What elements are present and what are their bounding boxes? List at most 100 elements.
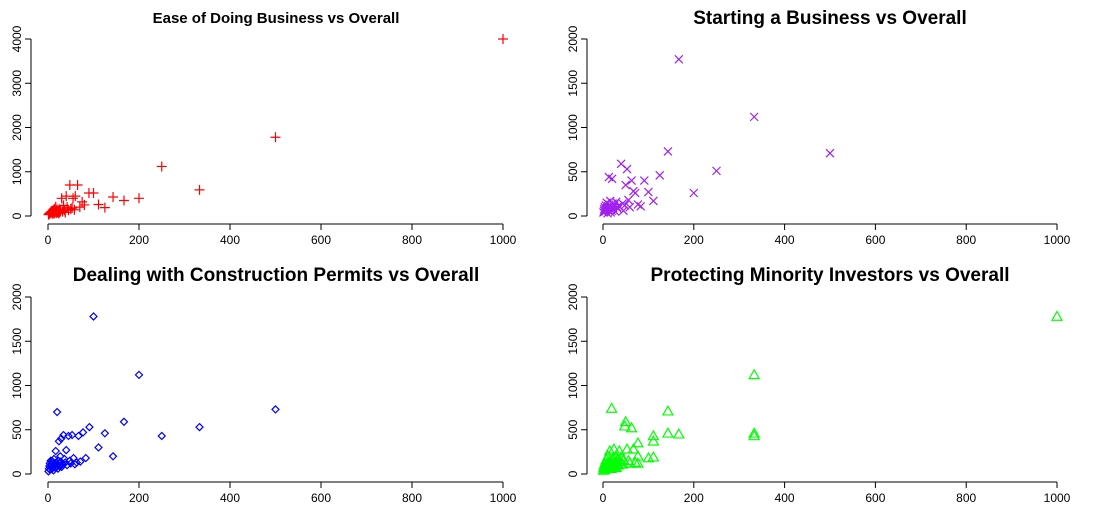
x-tick-label: 400 xyxy=(220,491,240,505)
data-point xyxy=(674,54,684,64)
data-point xyxy=(81,453,91,463)
data-point xyxy=(622,164,632,174)
data-point xyxy=(623,195,633,205)
data-point xyxy=(748,429,761,441)
x-tick-label: 400 xyxy=(775,491,795,505)
x-tick-label: 400 xyxy=(220,233,240,247)
data-point xyxy=(64,431,73,441)
x-tick-label: 0 xyxy=(45,491,52,505)
data-point xyxy=(625,421,638,433)
data-point xyxy=(134,370,144,380)
data-point xyxy=(647,429,660,441)
x-axis: 0 200 400 600 800 1000 xyxy=(600,223,1071,247)
data-point xyxy=(157,431,167,441)
x-tick-label: 800 xyxy=(956,233,976,247)
y-axis: 0 500 1000 1500 2000 xyxy=(566,25,588,219)
y-tick-label: 1500 xyxy=(566,328,580,355)
y-tick-label: 1500 xyxy=(10,328,24,355)
chart-title: Protecting Minority Investors vs Overall xyxy=(651,265,1010,286)
y-tick-label: 3000 xyxy=(10,70,24,97)
data-point xyxy=(70,459,80,469)
data-point xyxy=(621,443,634,454)
data-point xyxy=(61,191,72,202)
data-point xyxy=(53,464,63,474)
data-point xyxy=(99,202,110,213)
data-point xyxy=(621,180,631,190)
y-tick-label: 0 xyxy=(10,212,24,219)
y-tick-label: 1000 xyxy=(10,158,24,185)
y-axis: 0 500 1000 1500 2000 xyxy=(566,283,588,477)
x-tick-label: 600 xyxy=(311,491,331,505)
y-tick-label: 1000 xyxy=(10,372,24,399)
y-tick-label: 2000 xyxy=(566,283,580,310)
x-tick-label: 600 xyxy=(865,233,885,247)
data-point xyxy=(59,430,68,440)
y-axis: 0 500 1000 1500 2000 xyxy=(10,283,32,477)
x-tick-label: 1000 xyxy=(1044,491,1071,505)
x-tick-label: 200 xyxy=(684,233,704,247)
data-point xyxy=(712,166,721,176)
data-point xyxy=(57,206,68,217)
data-point xyxy=(60,454,69,464)
data-point xyxy=(631,450,644,461)
data-point xyxy=(89,312,98,321)
data-point xyxy=(56,193,67,204)
data-point xyxy=(749,112,759,122)
data-point xyxy=(79,199,90,210)
y-tick-label: 1500 xyxy=(566,70,580,97)
data-point xyxy=(607,443,620,454)
data-point xyxy=(194,184,205,195)
data-point xyxy=(689,188,699,198)
data-point xyxy=(270,132,281,143)
data-point xyxy=(74,431,83,441)
x-tick-label: 200 xyxy=(129,233,149,247)
data-point xyxy=(119,417,129,427)
data-points xyxy=(44,312,280,476)
data-point xyxy=(636,201,646,211)
data-point xyxy=(825,148,835,158)
x-tick-label: 1000 xyxy=(490,233,517,247)
x-tick-label: 600 xyxy=(311,233,331,247)
y-tick-label: 4000 xyxy=(10,25,24,52)
data-point xyxy=(612,202,622,212)
y-tick-label: 2000 xyxy=(566,25,580,52)
y-tick-label: 0 xyxy=(566,470,580,477)
x-tick-label: 0 xyxy=(45,233,52,247)
y-tick-label: 500 xyxy=(10,419,24,439)
x-tick-label: 800 xyxy=(402,233,422,247)
x-tick-label: 200 xyxy=(684,491,704,505)
panel-2: Starting a Business vs Overall 0 200 400 600… xyxy=(566,8,1071,247)
data-point xyxy=(271,405,280,414)
data-points xyxy=(599,54,835,218)
data-point xyxy=(748,368,761,380)
y-tick-label: 2000 xyxy=(10,283,24,310)
data-point xyxy=(661,427,674,438)
data-point xyxy=(61,445,71,455)
data-point xyxy=(627,443,640,454)
data-point xyxy=(627,176,637,186)
data-point xyxy=(74,202,85,213)
data-point xyxy=(607,174,617,184)
x-axis: 0 200 400 600 800 1000 xyxy=(45,481,517,505)
data-point xyxy=(67,203,78,214)
data-point xyxy=(648,196,658,206)
data-point xyxy=(134,193,144,204)
data-point xyxy=(70,191,81,202)
data-point xyxy=(672,427,685,439)
data-point xyxy=(94,443,103,452)
panel-4: Protecting Minority Investors vs Overall… xyxy=(566,265,1071,505)
data-point xyxy=(100,428,110,438)
data-point xyxy=(156,161,167,172)
x-axis: 0 200 400 600 800 1000 xyxy=(600,481,1071,505)
data-point xyxy=(630,188,640,198)
data-point xyxy=(633,200,643,209)
data-point xyxy=(52,407,62,417)
y-tick-label: 1000 xyxy=(566,114,580,141)
data-points xyxy=(597,310,1064,475)
panel-3: Dealing with Construction Permits vs Ove… xyxy=(10,265,517,505)
x-tick-label: 400 xyxy=(775,233,795,247)
data-point xyxy=(108,191,119,202)
data-point xyxy=(67,430,77,440)
data-point xyxy=(605,402,618,413)
